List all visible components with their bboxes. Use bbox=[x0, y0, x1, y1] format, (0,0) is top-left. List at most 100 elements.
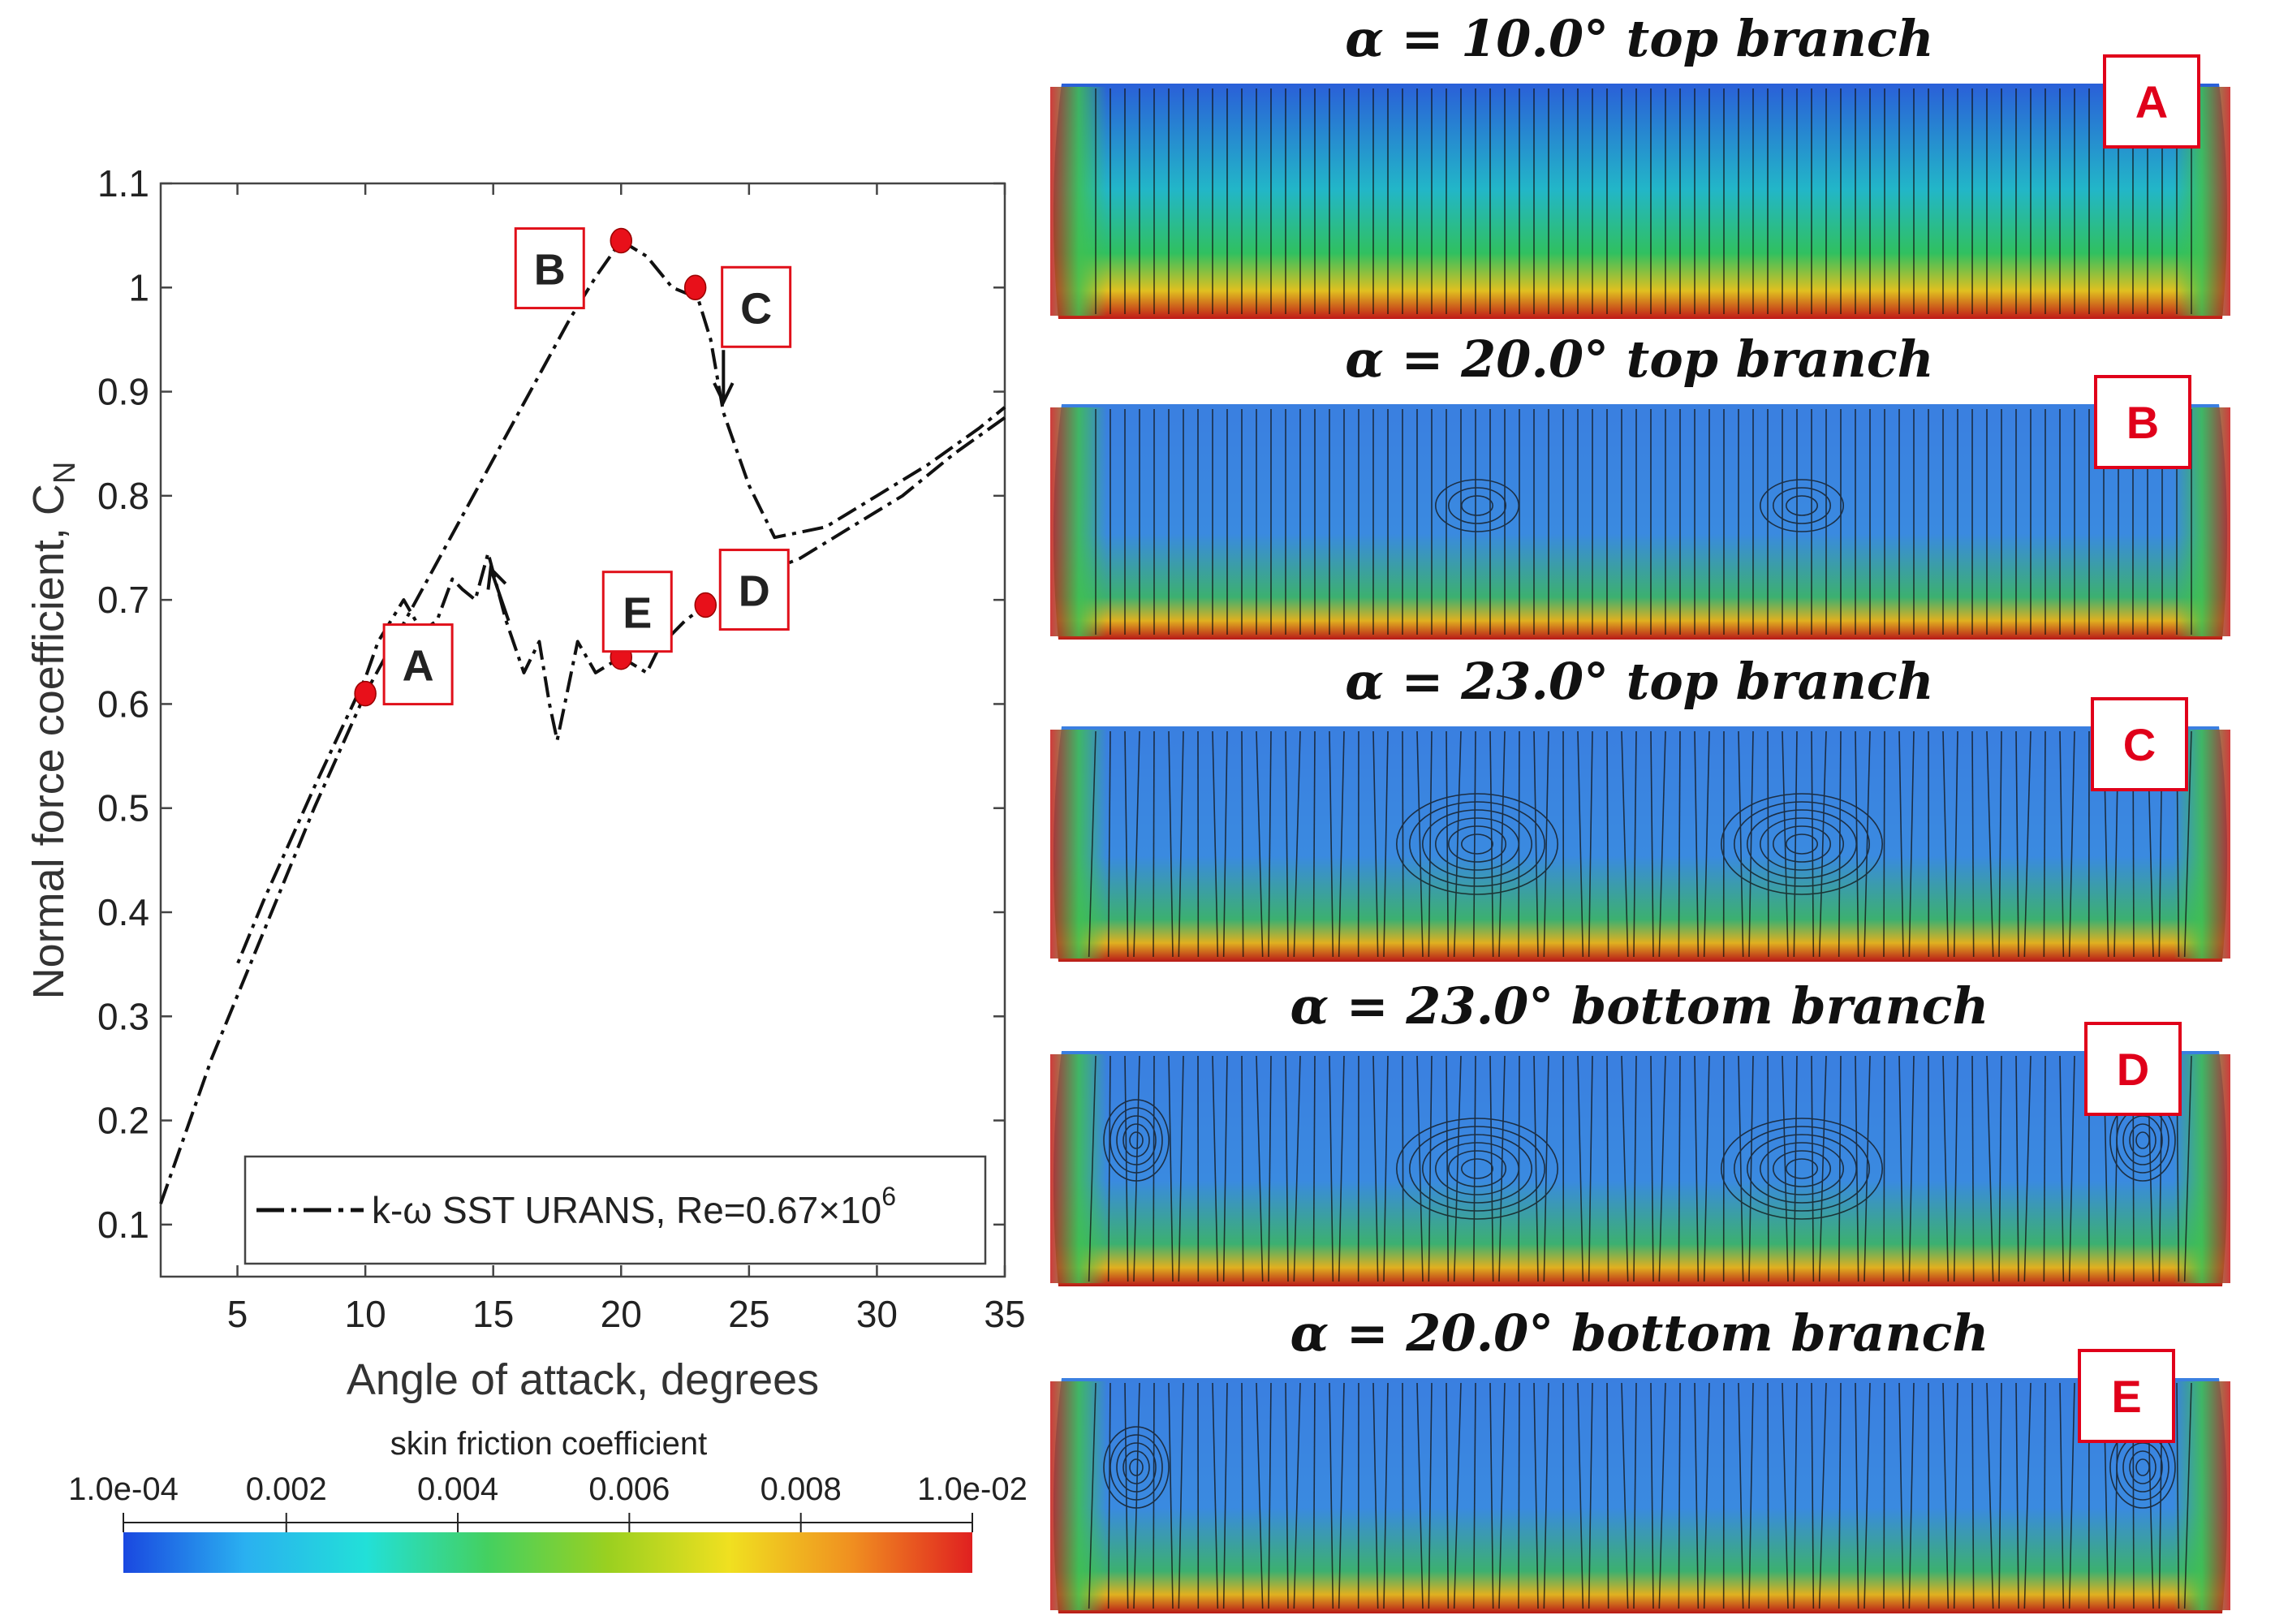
streamline bbox=[1883, 730, 1885, 958]
vortex-ring bbox=[1448, 825, 1507, 863]
y-tick-label: 1 bbox=[128, 266, 149, 308]
streamline bbox=[1811, 730, 1815, 958]
streamline bbox=[1416, 730, 1424, 958]
y-tick-label: 0.9 bbox=[97, 371, 149, 413]
streamline bbox=[1782, 1382, 1789, 1609]
point-label-box-D bbox=[718, 549, 790, 631]
vortex-ring bbox=[1129, 1131, 1144, 1149]
plot-frame bbox=[159, 182, 1006, 1278]
x-tick-label: 25 bbox=[728, 1293, 769, 1335]
panel-badge-C: C bbox=[2123, 719, 2156, 770]
streamline bbox=[1838, 1382, 1842, 1609]
y-tick-label: 0.8 bbox=[97, 475, 149, 517]
streamline bbox=[1329, 1382, 1334, 1609]
panel-E: α = 20.0° bottom branch E bbox=[1050, 1303, 2230, 1613]
streamline bbox=[1658, 1382, 1666, 1609]
panel-surface-C bbox=[1053, 726, 2228, 962]
streamline bbox=[1372, 1382, 1379, 1609]
streamline bbox=[1650, 730, 1654, 958]
colorbar-ramp bbox=[123, 1532, 972, 1573]
streamline bbox=[1107, 1382, 1111, 1609]
panel-D: α = 23.0° bottom branch D bbox=[1050, 976, 2230, 1286]
streamline bbox=[1818, 1055, 1827, 1282]
streamline bbox=[1088, 730, 1097, 958]
streamline bbox=[1372, 730, 1379, 958]
streamline bbox=[1543, 1055, 1549, 1282]
streamline bbox=[1285, 730, 1289, 958]
streamline bbox=[1124, 1382, 1129, 1609]
streamline bbox=[1971, 1382, 1975, 1609]
vortex-ring bbox=[1103, 1099, 1170, 1182]
series-line-upsweep bbox=[159, 239, 1006, 1204]
streamline bbox=[1498, 1055, 1506, 1282]
vortex-ring bbox=[1103, 1426, 1170, 1509]
panel-badge-A: A bbox=[2135, 76, 2168, 127]
vortex-ring bbox=[1773, 1150, 1832, 1187]
streamline bbox=[1953, 1382, 1958, 1609]
vortex-ring bbox=[1461, 1158, 1494, 1179]
streamline bbox=[1312, 1055, 1316, 1282]
point-marker-C bbox=[683, 274, 707, 301]
streamline bbox=[1793, 1382, 1798, 1609]
streamline bbox=[1178, 1055, 1184, 1282]
y-tick-label: 0.7 bbox=[97, 579, 149, 621]
x-axis-ticks: 5 10 15 20 25 30 35 bbox=[227, 183, 1026, 1335]
y-tick-label: 0.6 bbox=[97, 683, 149, 725]
streamline bbox=[2023, 730, 2032, 958]
streamline bbox=[1268, 730, 1272, 958]
y-tick-label: 0.4 bbox=[97, 891, 149, 933]
streamline bbox=[2059, 730, 2065, 958]
y-tick-label: 0.1 bbox=[97, 1204, 149, 1246]
point-label-box-C bbox=[721, 265, 792, 348]
streamline bbox=[1855, 1382, 1859, 1609]
streamline bbox=[1543, 1382, 1549, 1609]
streamline bbox=[1338, 1382, 1345, 1609]
streamline bbox=[1533, 1382, 1539, 1609]
vortex-ring bbox=[1435, 479, 1520, 532]
panel-right-edge-D bbox=[2174, 1054, 2230, 1283]
streamline bbox=[1898, 1382, 1904, 1609]
x-tick-label: 20 bbox=[601, 1293, 642, 1335]
colorbar-tick-label: 0.004 bbox=[417, 1471, 498, 1507]
panel-C: α = 23.0° top branch C bbox=[1050, 652, 2230, 962]
streamline bbox=[1241, 1382, 1244, 1609]
vortex-ring bbox=[1448, 1150, 1507, 1187]
streamline bbox=[1446, 1382, 1450, 1609]
legend-box bbox=[243, 1155, 987, 1265]
streamline bbox=[1621, 1055, 1629, 1282]
vortex-ring bbox=[1747, 809, 1858, 879]
vortex-ring bbox=[1448, 487, 1507, 524]
streamline bbox=[1811, 1055, 1815, 1282]
x-tick-label: 10 bbox=[345, 1293, 386, 1335]
streamline bbox=[1153, 1055, 1155, 1282]
streamline bbox=[1329, 730, 1334, 958]
panel-left-edge-E bbox=[1050, 1381, 1107, 1610]
streamline bbox=[1650, 1382, 1654, 1609]
down-arrow-head bbox=[713, 382, 735, 406]
streamline bbox=[1153, 730, 1155, 958]
streamline bbox=[1588, 1055, 1593, 1282]
streamline bbox=[2183, 730, 2192, 958]
streamline bbox=[1453, 1055, 1462, 1282]
panel-streamlines-E bbox=[1088, 1382, 2192, 1609]
streamline bbox=[1793, 1055, 1798, 1282]
panel-badge-box-D bbox=[2084, 1022, 2182, 1116]
panel-left-edge-C bbox=[1050, 730, 1107, 958]
panel-surface-D bbox=[1053, 1051, 2228, 1286]
vortex-ring bbox=[2129, 1450, 2157, 1484]
x-axis-title: Angle of attack, degrees bbox=[347, 1355, 819, 1404]
vortex-ring bbox=[1461, 834, 1494, 855]
panel-badge-B: B bbox=[2126, 397, 2159, 448]
streamline bbox=[1124, 730, 1129, 958]
vortex-ring bbox=[1122, 1450, 1150, 1484]
vortex-ring bbox=[1747, 1134, 1858, 1204]
streamline bbox=[1883, 1382, 1885, 1609]
streamline bbox=[1818, 730, 1827, 958]
panel-left-edge-D bbox=[1050, 1054, 1107, 1283]
streamline bbox=[1472, 1055, 1476, 1282]
vortex-ring bbox=[1122, 1123, 1150, 1157]
panel-badge-box-A bbox=[2103, 54, 2200, 149]
streamline bbox=[1782, 1055, 1789, 1282]
streamline bbox=[1241, 730, 1244, 958]
panel-badge-D: D bbox=[2117, 1044, 2149, 1095]
